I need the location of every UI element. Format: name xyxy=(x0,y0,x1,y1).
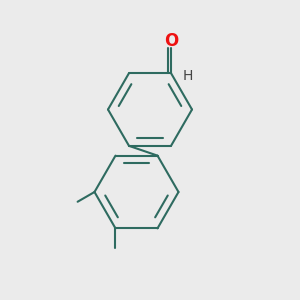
Text: H: H xyxy=(182,68,193,83)
Text: O: O xyxy=(164,32,178,50)
